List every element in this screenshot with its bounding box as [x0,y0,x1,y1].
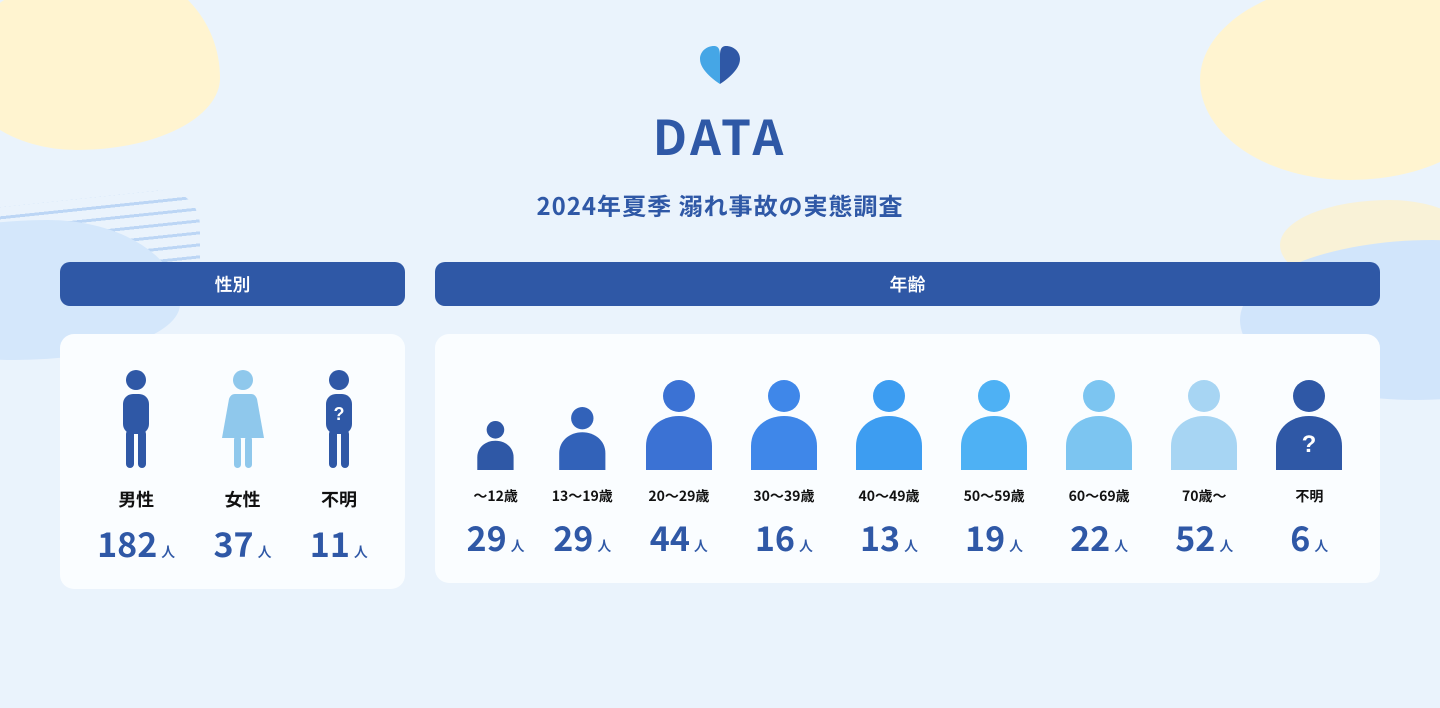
item-value: 182人 [97,518,175,567]
item-label: 60〜69歳 [1069,486,1130,506]
item-value: 29人 [467,512,525,561]
item-value: 37人 [213,518,271,567]
item-value: 29人 [553,512,611,561]
age-item: 〜12歳 29人 [467,362,525,561]
age-item: 20〜29歳 44人 [640,362,718,561]
svg-text:?: ? [333,404,344,424]
item-label: 70歳〜 [1182,486,1227,506]
person-bust-icon [850,362,928,470]
gender-section: 性別 男性 182人 女性 37人 [60,262,405,589]
age-item: 40〜49歳 13人 [850,362,928,561]
gender-item: 男性 182人 [97,362,175,567]
age-item: 70歳〜 52人 [1165,362,1243,561]
item-value: 11人 [310,518,368,567]
heart-logo-icon [692,40,748,93]
page-subtitle: 2024年夏季 溺れ事故の実態調査 [60,187,1380,222]
svg-text:?: ? [1302,431,1317,458]
item-label: 〜12歳 [473,486,518,506]
person-bust-icon [640,362,718,470]
gender-panel: 男性 182人 女性 37人 ? 不明 11人 [60,334,405,589]
age-item: 50〜59歳 19人 [955,362,1033,561]
header: DATA 2024年夏季 溺れ事故の実態調査 [60,40,1380,222]
person-bust-icon [745,362,823,470]
item-value: 16人 [755,512,813,561]
item-value: 19人 [965,512,1023,561]
item-value: 52人 [1175,512,1233,561]
item-value: 44人 [650,512,708,561]
item-label: 40〜49歳 [858,486,919,506]
person-icon [114,362,158,470]
age-section: 年齢 〜12歳 29人 13〜19歳 29人 20〜29歳 44 [435,262,1380,583]
item-label: 50〜59歳 [964,486,1025,506]
age-section-title: 年齢 [435,262,1380,306]
item-label: 男性 [118,486,154,512]
person-bust-icon [1060,362,1138,470]
person-bust-icon [555,362,610,470]
item-label: 13〜19歳 [552,486,613,506]
gender-section-title: 性別 [60,262,405,306]
age-item: 60〜69歳 22人 [1060,362,1138,561]
item-label: 女性 [225,486,261,512]
age-item: ? 不明 6人 [1270,362,1348,561]
item-label: 不明 [321,486,357,512]
gender-item: 女性 37人 [213,362,271,567]
person-icon [220,362,266,470]
person-bust-icon [474,362,517,470]
page-title: DATA [60,99,1380,169]
item-value: 13人 [860,512,918,561]
age-item: 30〜39歳 16人 [745,362,823,561]
item-value: 22人 [1070,512,1128,561]
item-label: 30〜39歳 [753,486,814,506]
age-item: 13〜19歳 29人 [552,362,613,561]
gender-item: ? 不明 11人 [310,362,368,567]
item-value: 6人 [1290,512,1328,561]
person-bust-icon: ? [1270,362,1348,470]
age-panel: 〜12歳 29人 13〜19歳 29人 20〜29歳 44人 30〜39歳 [435,334,1380,583]
person-bust-icon [955,362,1033,470]
item-label: 不明 [1295,486,1323,506]
person-icon: ? [317,362,361,470]
person-bust-icon [1165,362,1243,470]
item-label: 20〜29歳 [648,486,709,506]
